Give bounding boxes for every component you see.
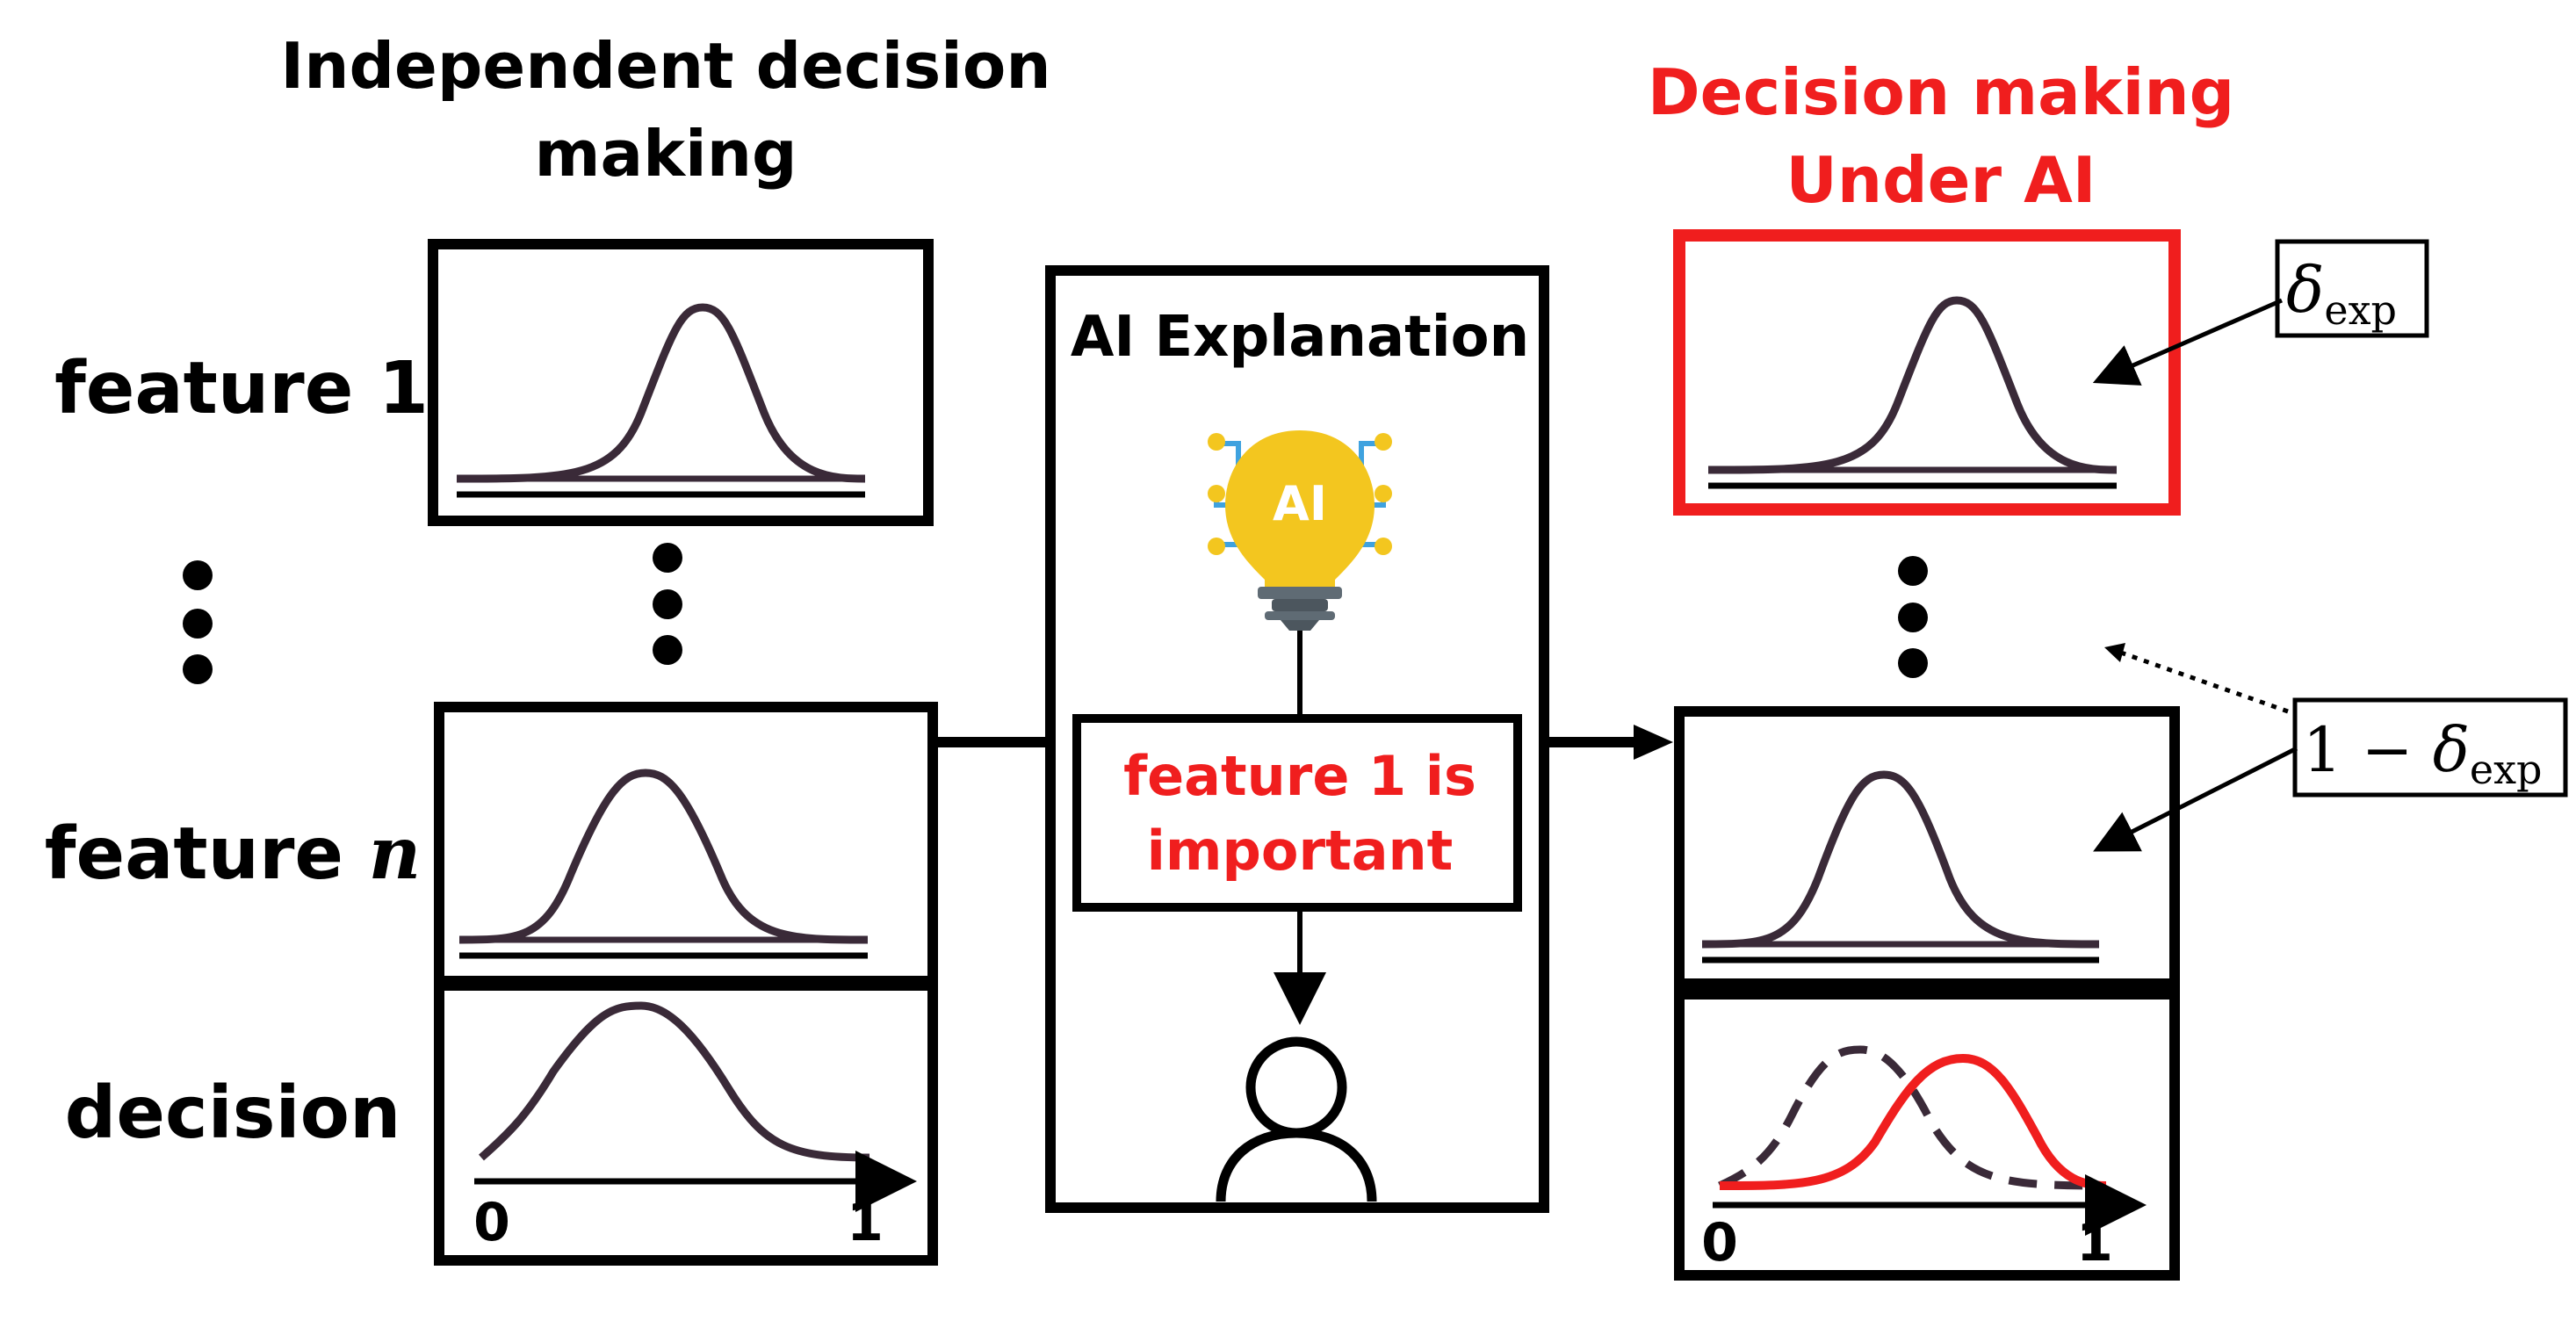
vertical-ellipsis-left <box>183 560 213 684</box>
left-title-line1: Independent decision <box>280 29 1050 103</box>
right-decision-panel: 0 1 <box>1674 989 2180 1281</box>
one-minus-delta-label: 1 − δexp <box>2303 714 2542 793</box>
delta-symbol: δ <box>2433 714 2470 786</box>
label-feature-1: feature 1 <box>54 347 429 430</box>
ai-lightbulb-icon: AI <box>1208 430 1392 631</box>
axis-label-max: 1 <box>2076 1212 2113 1274</box>
connector-arrowhead <box>1634 725 1673 760</box>
left-decision-panel: 0 1 <box>434 980 938 1266</box>
label-feature-n-var: n <box>369 812 422 896</box>
label-feature-n: feature n <box>45 812 421 896</box>
distribution-curve <box>456 303 866 483</box>
dotted-arrowhead <box>2104 643 2125 662</box>
vertical-ellipsis-right <box>1898 556 1928 678</box>
delta-subscript: exp <box>2324 286 2397 334</box>
delta-exp-annotation: δexp <box>2092 239 2429 386</box>
right-title-line2: Under AI <box>1786 143 2096 217</box>
left-title-line2: making <box>535 117 797 191</box>
label-decision: decision <box>65 1072 401 1155</box>
decision-curve-under-ai <box>1719 1053 2107 1190</box>
left-feature-1-panel <box>428 239 934 526</box>
right-feature-1-panel <box>1673 229 2181 516</box>
delta-subscript: exp <box>2470 746 2543 793</box>
ai-message-line1: feature 1 is <box>1123 744 1476 808</box>
user-icon <box>1216 1036 1377 1202</box>
vertical-ellipsis-left-boxes <box>653 543 682 665</box>
ai-explanation-panel: AI Explanation AI <box>1045 265 1549 1213</box>
distribution-curve <box>458 769 869 944</box>
decision-curve-original <box>1718 1045 2104 1190</box>
one-minus-delta-dotted-arrow <box>2118 649 2289 714</box>
one-minus-prefix: 1 − <box>2303 714 2433 786</box>
axis-label-min: 0 <box>1701 1212 1738 1274</box>
one-minus-delta-annotation: 1 − δexp <box>2093 643 2568 852</box>
delta-symbol: δ <box>2286 253 2324 327</box>
delta-exp-arrow <box>2092 298 2284 386</box>
ai-message-line2: important <box>1147 819 1454 883</box>
left-feature-n-panel <box>434 702 938 986</box>
axis-label-max: 1 <box>847 1192 884 1253</box>
ai-bulb-text: AI <box>1273 476 1327 531</box>
axis-label-min: 0 <box>473 1192 510 1253</box>
distribution-curve <box>1707 296 2118 474</box>
one-minus-delta-arrow <box>2093 746 2298 852</box>
label-feature-n-prefix: feature <box>45 812 369 896</box>
delta-exp-label: δexp <box>2286 253 2397 334</box>
ai-panel-title: AI Explanation <box>1071 305 1529 370</box>
right-feature-n-panel <box>1674 706 2180 989</box>
right-title-line1: Decision making <box>1648 55 2234 129</box>
distribution-curve <box>1701 770 2100 949</box>
decision-curve <box>479 1001 870 1162</box>
